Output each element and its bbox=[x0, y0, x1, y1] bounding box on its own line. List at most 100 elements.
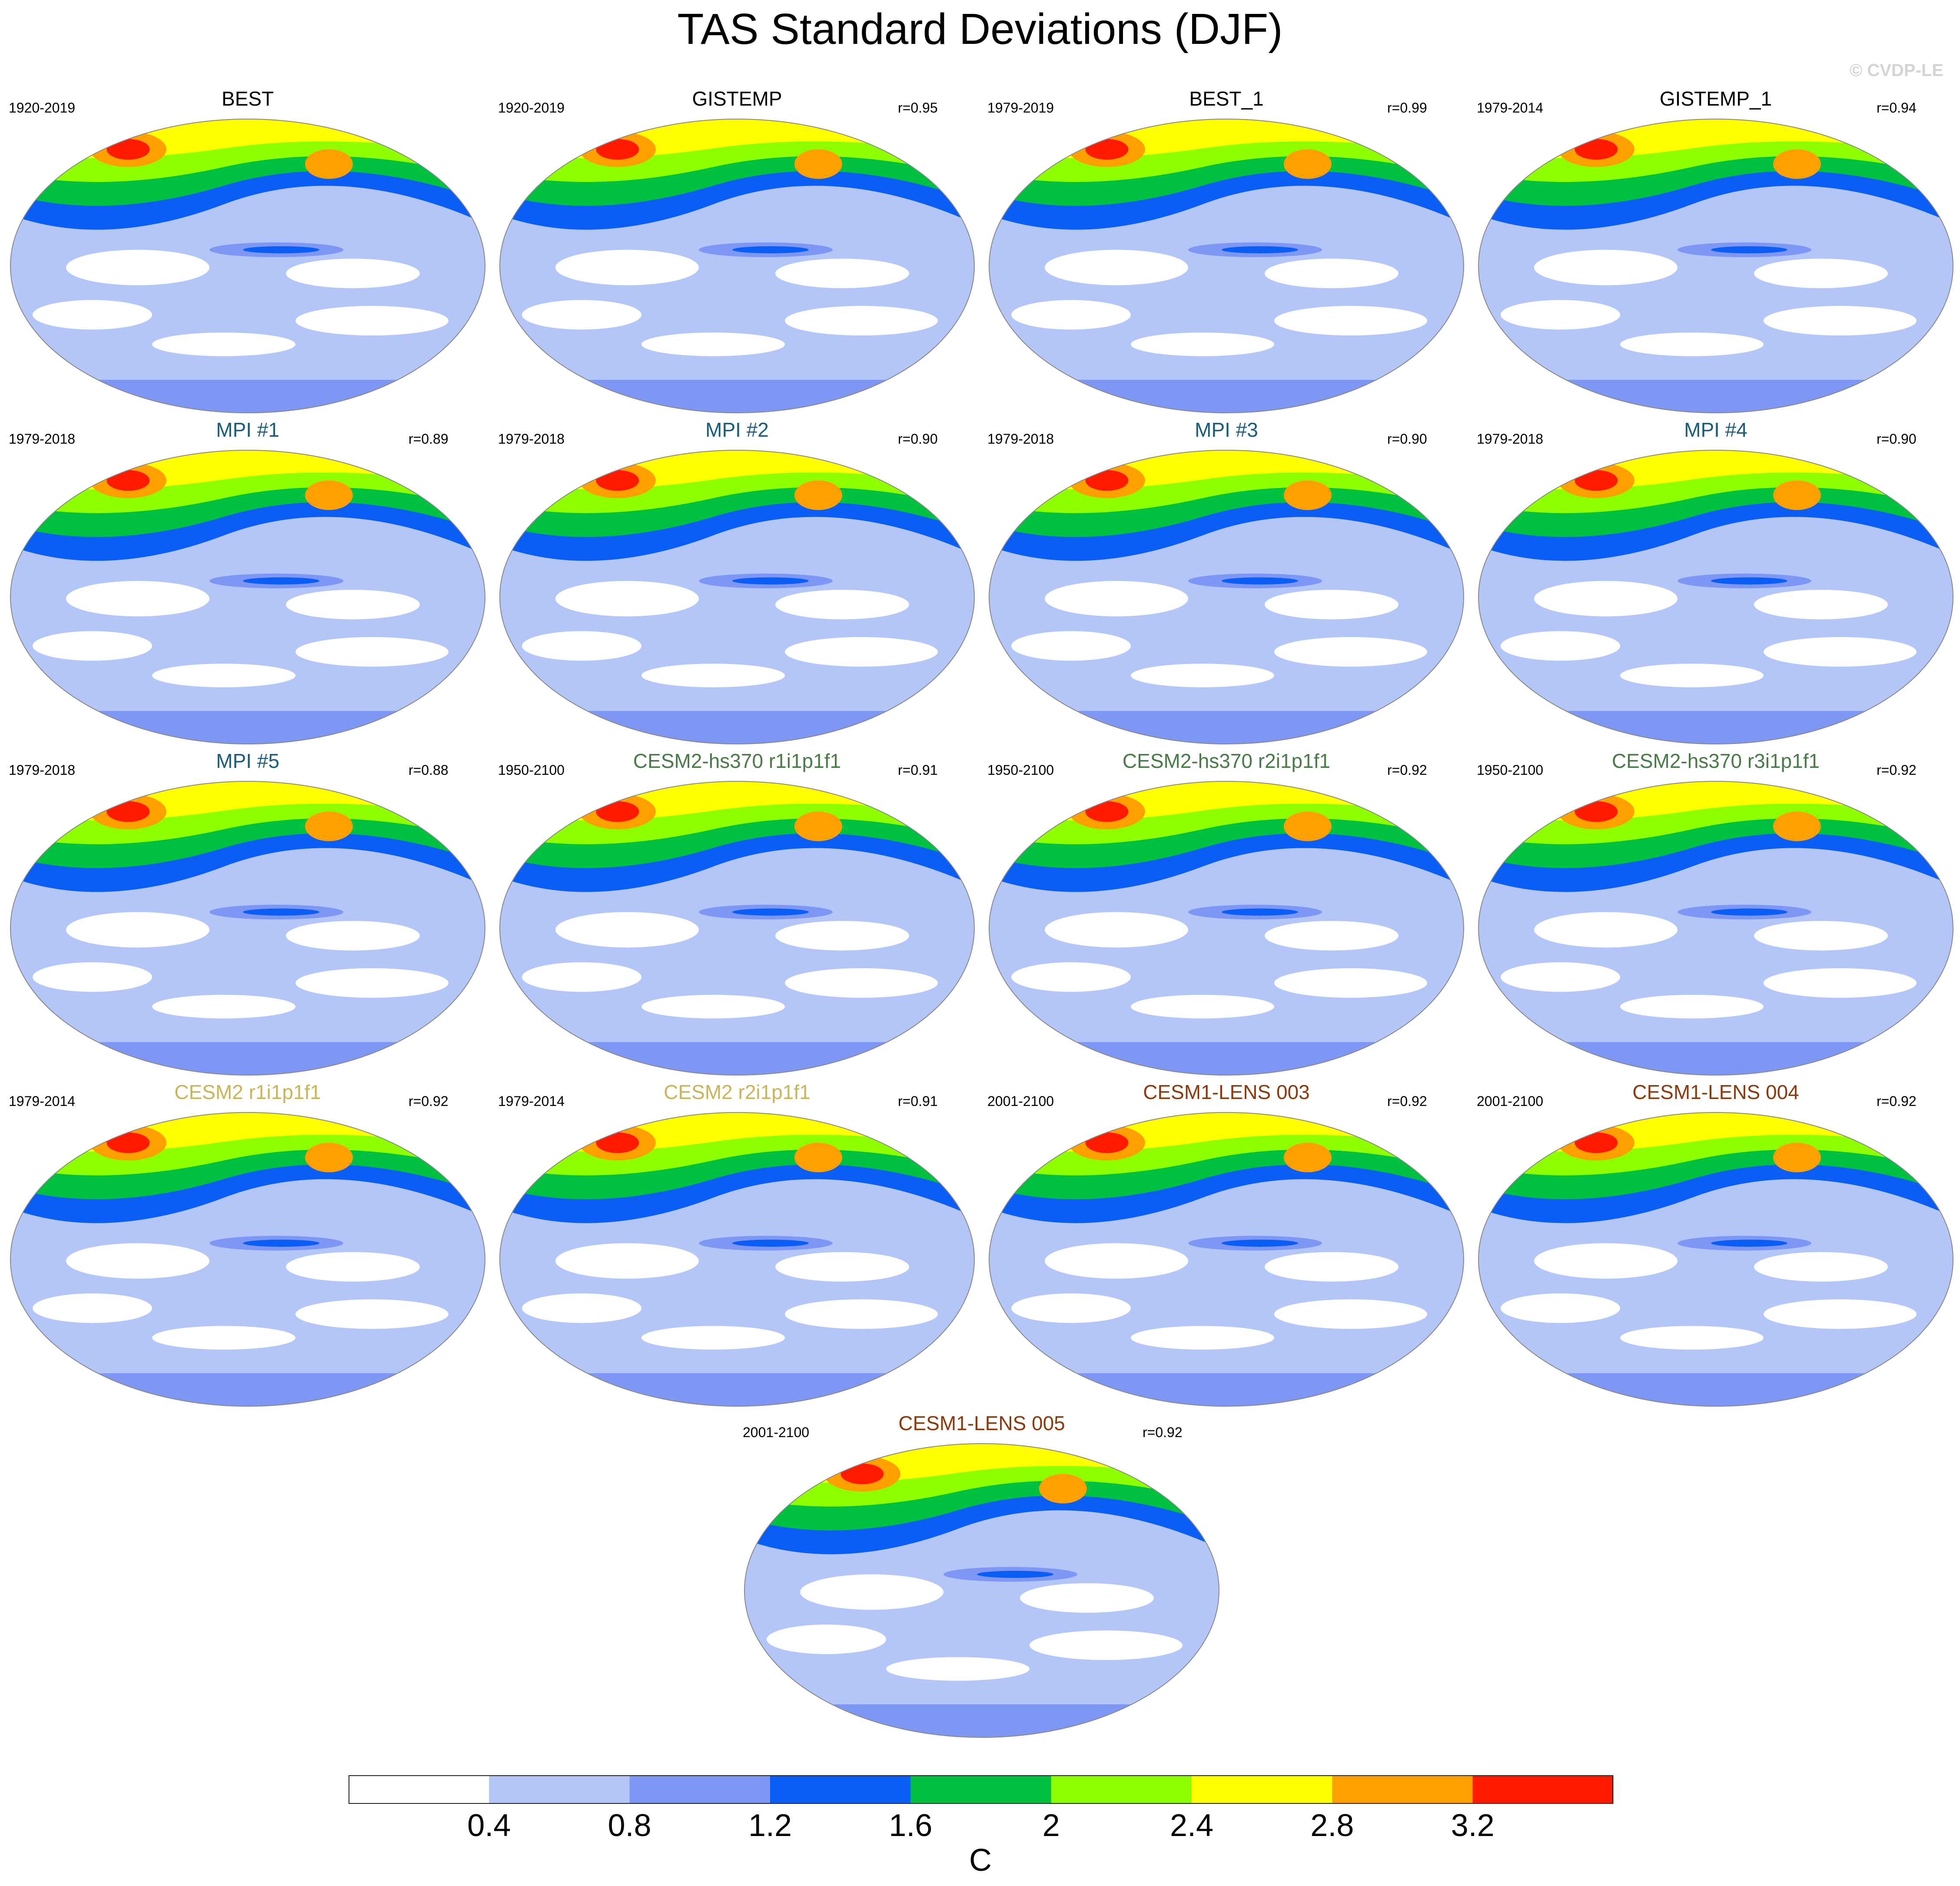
low-variance-band bbox=[767, 1624, 886, 1654]
map-outline bbox=[10, 450, 485, 744]
sd-map bbox=[989, 1112, 1464, 1407]
panel-correlation: r=0.90 bbox=[1387, 431, 1427, 447]
low-variance-band bbox=[1274, 1299, 1427, 1329]
panel-period: 2001-2100 bbox=[987, 1093, 1054, 1109]
low-variance-band bbox=[1265, 259, 1399, 289]
sd-map bbox=[744, 1443, 1219, 1738]
variance-hotspot bbox=[1773, 811, 1821, 841]
low-variance-band bbox=[296, 637, 448, 667]
map-outline bbox=[10, 1112, 485, 1407]
variance-hotspot bbox=[305, 480, 353, 510]
low-variance-band bbox=[296, 1299, 448, 1329]
low-variance-band bbox=[886, 1657, 1030, 1681]
variance-hotspot bbox=[1085, 1132, 1129, 1153]
antarctic-band bbox=[500, 1373, 974, 1406]
low-variance-band bbox=[1011, 962, 1131, 992]
variance-hotspot bbox=[596, 470, 639, 491]
panel-title: CESM2 r1i1p1f1 bbox=[174, 1081, 321, 1103]
low-variance-band bbox=[1754, 1252, 1888, 1282]
map-outline bbox=[989, 781, 1464, 1076]
low-variance-band bbox=[66, 249, 209, 286]
low-variance-band bbox=[1534, 1243, 1678, 1279]
panel-correlation: r=0.91 bbox=[898, 762, 938, 778]
panel-title: GISTEMP_1 bbox=[1659, 87, 1772, 110]
enso-tongue-core bbox=[1711, 577, 1787, 584]
map-outline bbox=[1478, 1112, 1953, 1407]
low-variance-band bbox=[1754, 590, 1888, 620]
low-variance-band bbox=[1764, 306, 1917, 335]
low-variance-band bbox=[1501, 962, 1620, 992]
variance-hotspot bbox=[1085, 470, 1129, 491]
panel-title: CESM2 r2i1p1f1 bbox=[664, 1081, 811, 1103]
low-variance-band bbox=[555, 912, 699, 948]
low-variance-band bbox=[785, 968, 938, 998]
low-variance-band bbox=[1265, 921, 1399, 951]
low-variance-band bbox=[152, 332, 296, 356]
sd-map bbox=[499, 450, 975, 744]
panel-correlation: r=0.95 bbox=[898, 100, 938, 116]
panel-period: 1950-2100 bbox=[1477, 762, 1544, 778]
enso-tongue-core bbox=[732, 908, 809, 916]
low-variance-band bbox=[1045, 912, 1188, 948]
sd-map bbox=[499, 1112, 975, 1407]
map-outline bbox=[989, 450, 1464, 744]
antarctic-band bbox=[500, 1042, 974, 1075]
figure-title: TAS Standard Deviations (DJF) bbox=[677, 5, 1283, 53]
panel-period: 2001-2100 bbox=[1477, 1093, 1544, 1109]
panel-title: CESM2-hs370 r2i1p1f1 bbox=[1122, 750, 1331, 772]
enso-tongue-core bbox=[1222, 1239, 1298, 1247]
panel-title: MPI #3 bbox=[1195, 418, 1258, 441]
map-outline bbox=[1478, 450, 1953, 744]
enso-tongue-core bbox=[1222, 908, 1298, 916]
low-variance-band bbox=[296, 306, 448, 335]
low-variance-band bbox=[522, 300, 641, 330]
low-variance-band bbox=[1045, 1243, 1188, 1279]
variance-hotspot bbox=[1284, 1142, 1332, 1172]
low-variance-band bbox=[1620, 332, 1764, 356]
panel-correlation: r=0.89 bbox=[409, 431, 448, 447]
panel-period: 1920-2019 bbox=[498, 100, 565, 116]
panel-period: 1950-2100 bbox=[987, 762, 1054, 778]
variance-hotspot bbox=[1085, 139, 1129, 160]
low-variance-band bbox=[1030, 1630, 1183, 1660]
low-variance-band bbox=[286, 259, 420, 289]
sd-map bbox=[10, 781, 485, 1076]
panel-correlation: r=0.92 bbox=[1877, 762, 1917, 778]
panel-title: MPI #4 bbox=[1684, 418, 1747, 441]
panel-title: CESM1-LENS 003 bbox=[1143, 1081, 1310, 1103]
enso-tongue-core bbox=[732, 246, 809, 253]
map-outline bbox=[989, 1112, 1464, 1407]
panel-title: MPI #2 bbox=[705, 418, 769, 441]
panel-correlation: r=0.88 bbox=[409, 762, 448, 778]
panel-correlation: r=0.90 bbox=[1877, 431, 1917, 447]
low-variance-band bbox=[775, 1252, 909, 1282]
low-variance-band bbox=[1754, 259, 1888, 289]
panel-period: 1979-2019 bbox=[987, 100, 1054, 116]
variance-hotspot bbox=[106, 801, 150, 822]
variance-hotspot bbox=[794, 811, 842, 841]
panel-period: 2001-2100 bbox=[743, 1424, 810, 1440]
panel-period: 1979-2014 bbox=[1477, 100, 1544, 116]
antarctic-band bbox=[10, 711, 485, 744]
panel-period: 1979-2018 bbox=[9, 431, 76, 447]
variance-hotspot bbox=[106, 470, 150, 491]
panel-period: 1920-2019 bbox=[9, 100, 76, 116]
panel-correlation: r=0.99 bbox=[1387, 100, 1427, 116]
map-outline bbox=[10, 781, 485, 1076]
variance-hotspot bbox=[1773, 1142, 1821, 1172]
low-variance-band bbox=[1265, 590, 1399, 620]
map-outline bbox=[989, 119, 1464, 413]
low-variance-band bbox=[1131, 1326, 1274, 1350]
low-variance-band bbox=[1534, 249, 1678, 286]
sd-map bbox=[1478, 450, 1953, 744]
sd-map bbox=[1478, 781, 1953, 1076]
enso-tongue-core bbox=[1711, 246, 1787, 253]
map-outline bbox=[499, 1112, 975, 1407]
panel-correlation: r=0.90 bbox=[898, 431, 938, 447]
panel-period: 1979-2014 bbox=[498, 1093, 565, 1109]
panel-period: 1950-2100 bbox=[498, 762, 565, 778]
panel-correlation: r=0.91 bbox=[898, 1093, 938, 1109]
panel-correlation: r=0.92 bbox=[409, 1093, 448, 1109]
antarctic-band bbox=[989, 1373, 1464, 1406]
low-variance-band bbox=[33, 631, 152, 661]
